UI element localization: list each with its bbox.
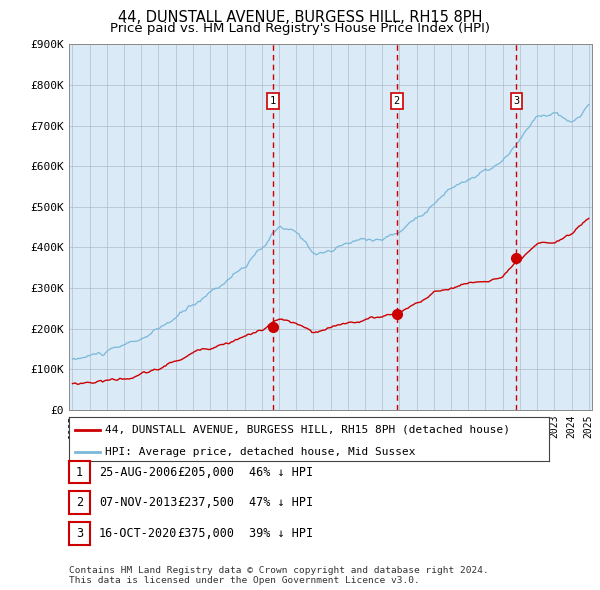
Text: £205,000: £205,000 <box>177 466 234 478</box>
Text: 07-NOV-2013: 07-NOV-2013 <box>99 496 178 509</box>
Text: 44, DUNSTALL AVENUE, BURGESS HILL, RH15 8PH: 44, DUNSTALL AVENUE, BURGESS HILL, RH15 … <box>118 10 482 25</box>
Text: 1: 1 <box>270 96 276 106</box>
Text: 3: 3 <box>76 527 83 540</box>
Text: £375,000: £375,000 <box>177 527 234 540</box>
Text: 47% ↓ HPI: 47% ↓ HPI <box>249 496 313 509</box>
Text: 39% ↓ HPI: 39% ↓ HPI <box>249 527 313 540</box>
Text: Contains HM Land Registry data © Crown copyright and database right 2024.
This d: Contains HM Land Registry data © Crown c… <box>69 566 489 585</box>
Text: 44, DUNSTALL AVENUE, BURGESS HILL, RH15 8PH (detached house): 44, DUNSTALL AVENUE, BURGESS HILL, RH15 … <box>105 425 510 434</box>
Text: 1: 1 <box>76 466 83 478</box>
Text: 2: 2 <box>76 496 83 509</box>
Text: Price paid vs. HM Land Registry's House Price Index (HPI): Price paid vs. HM Land Registry's House … <box>110 22 490 35</box>
Text: 2: 2 <box>394 96 400 106</box>
Text: 3: 3 <box>513 96 520 106</box>
Text: 16-OCT-2020: 16-OCT-2020 <box>99 527 178 540</box>
Text: HPI: Average price, detached house, Mid Sussex: HPI: Average price, detached house, Mid … <box>105 447 415 457</box>
Text: 25-AUG-2006: 25-AUG-2006 <box>99 466 178 478</box>
Text: 46% ↓ HPI: 46% ↓ HPI <box>249 466 313 478</box>
Text: £237,500: £237,500 <box>177 496 234 509</box>
